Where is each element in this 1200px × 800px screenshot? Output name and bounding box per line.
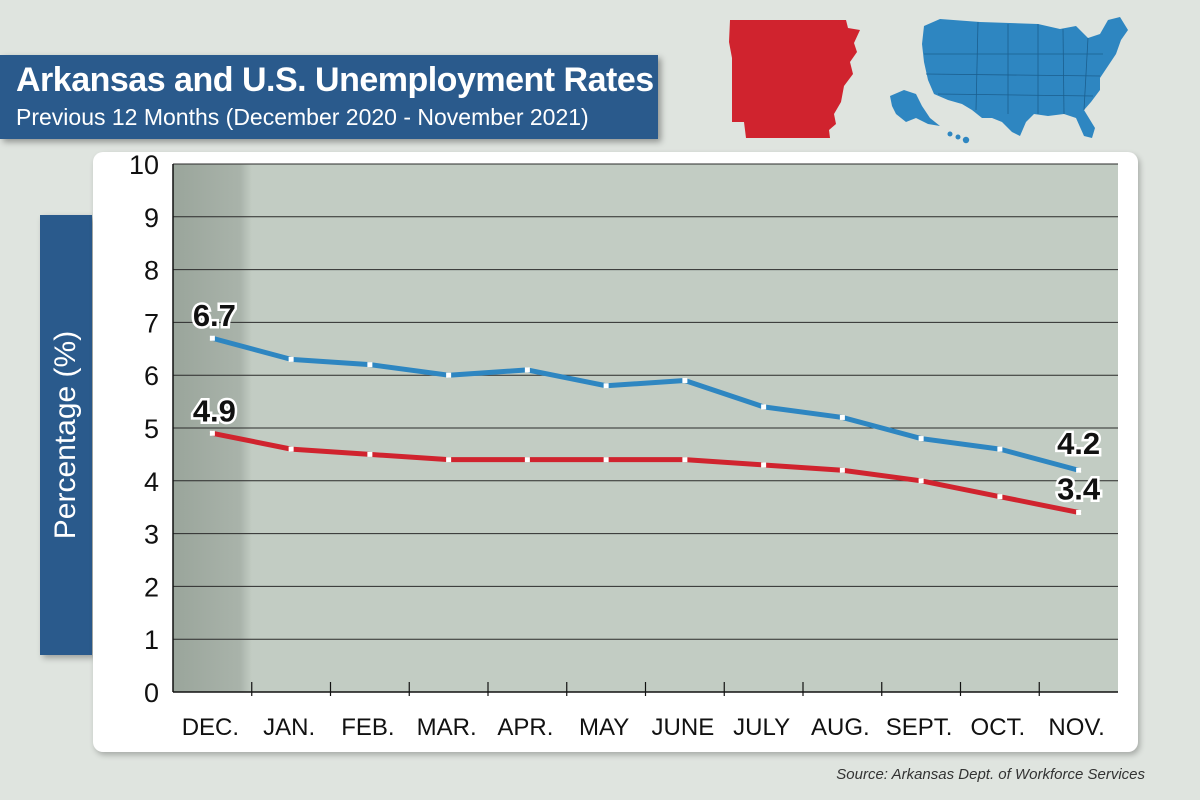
- data-point: [682, 377, 688, 383]
- data-point: [918, 478, 924, 484]
- data-point: [603, 383, 609, 389]
- y-tick-label: 10: [129, 152, 159, 180]
- data-point: [288, 446, 294, 452]
- data-point: [761, 404, 767, 410]
- data-point: [761, 462, 767, 468]
- data-point: [839, 414, 845, 420]
- data-point: [446, 457, 452, 463]
- data-point: [997, 494, 1003, 500]
- source-note: Source: Arkansas Dept. of Workforce Serv…: [836, 766, 1145, 783]
- y-tick-label: 8: [144, 256, 159, 286]
- series-line-1: [209, 430, 1082, 515]
- data-point: [209, 335, 215, 341]
- x-tick-label: DEC.: [182, 714, 239, 741]
- series-line-0: [209, 335, 1082, 473]
- data-label: 3.4: [1057, 471, 1101, 506]
- data-point: [367, 451, 373, 457]
- x-tick-label: JAN.: [263, 714, 315, 741]
- y-axis-label: Percentage (%): [49, 330, 82, 540]
- data-point: [524, 457, 530, 463]
- data-point: [446, 372, 452, 378]
- x-tick-label: OCT.: [971, 714, 1026, 741]
- y-tick-label: 2: [144, 572, 159, 602]
- y-axis-label-box: Percentage (%): [40, 215, 92, 655]
- x-tick-label: AUG.: [811, 714, 870, 741]
- y-tick-label: 6: [144, 361, 159, 391]
- x-tick-label: JULY: [733, 714, 790, 741]
- data-point: [524, 367, 530, 373]
- arkansas-map-icon: [729, 20, 860, 138]
- y-tick-label: 1: [144, 625, 159, 655]
- x-tick-label: JUNE: [652, 714, 715, 741]
- data-label: 6.7: [193, 298, 236, 333]
- y-tick-label: 0: [144, 678, 159, 708]
- x-tick-label: MAR.: [417, 714, 477, 741]
- data-point: [839, 467, 845, 473]
- y-tick-label: 7: [144, 308, 159, 338]
- data-point: [288, 356, 294, 362]
- data-point: [209, 430, 215, 436]
- x-tick-label: MAY: [579, 714, 629, 741]
- line-chart: 0 1 2 3 4 5 6 7 8 9 10 DEC. JAN. FEB. MAR. APR. MAY JUNE J…: [129, 152, 1118, 741]
- data-point: [1076, 509, 1082, 515]
- data-point: [603, 457, 609, 463]
- chart-panel: 0 1 2 3 4 5 6 7 8 9 10 DEC. JAN. FEB. MAR. APR. MAY JUNE J…: [93, 152, 1138, 752]
- chart-title: Arkansas and U.S. Unemployment Rates: [16, 61, 654, 99]
- chart-subtitle: Previous 12 Months (December 2020 - Nove…: [16, 104, 589, 130]
- y-tick-label: 5: [144, 414, 159, 444]
- us-map-icon: [890, 17, 1128, 144]
- data-point: [1076, 467, 1082, 473]
- x-tick-label: FEB.: [341, 714, 394, 741]
- x-tick-label: SEPT.: [886, 714, 953, 741]
- x-tick-label: NOV.: [1048, 714, 1104, 741]
- data-point: [997, 446, 1003, 452]
- y-tick-label: 4: [144, 467, 159, 497]
- data-label: 4.2: [1057, 426, 1100, 461]
- data-point: [367, 362, 373, 368]
- title-box: Arkansas and U.S. Unemployment Rates Pre…: [0, 55, 658, 139]
- data-point: [682, 457, 688, 463]
- data-point: [918, 436, 924, 442]
- y-tick-label: 3: [144, 520, 159, 550]
- y-tick-label: 9: [144, 203, 159, 233]
- x-tick-label: APR.: [497, 714, 553, 741]
- data-label: 4.9: [193, 393, 236, 428]
